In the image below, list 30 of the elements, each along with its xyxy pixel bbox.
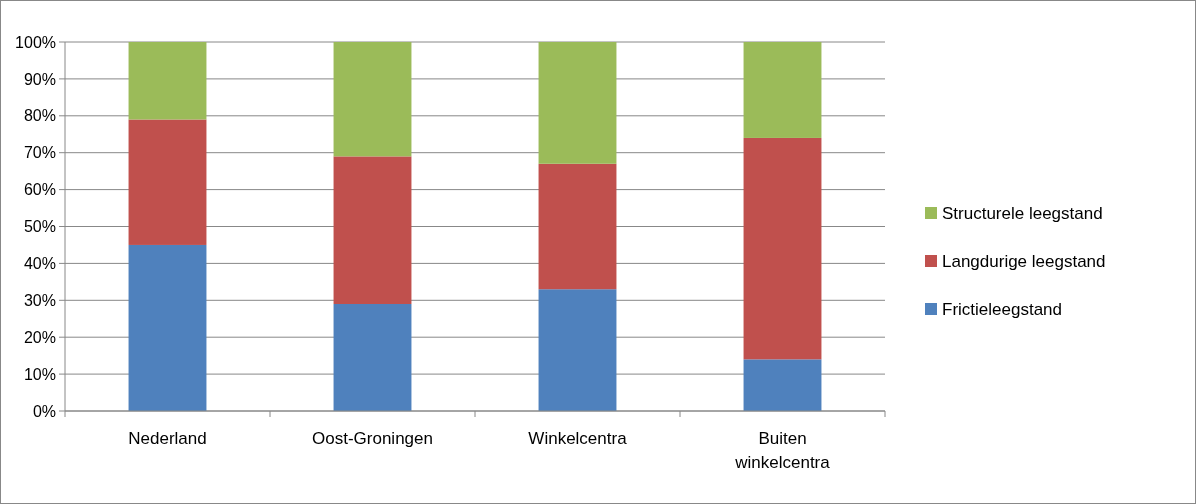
- y-tick-label: 80%: [23, 107, 56, 125]
- y-tick-label: 50%: [23, 218, 56, 236]
- legend-label: Frictieleegstand: [942, 299, 1063, 319]
- x-tick-label: Buiten winkelcentra: [734, 429, 831, 472]
- x-tick-label: Nederland: [128, 429, 207, 448]
- bar: [743, 359, 822, 411]
- bar: [743, 137, 822, 360]
- bar: [538, 42, 617, 164]
- bar: [333, 42, 412, 157]
- bar: [743, 42, 822, 138]
- y-tick-label: 20%: [23, 328, 56, 346]
- y-tick-label: 100%: [15, 33, 56, 51]
- y-tick-label: 70%: [23, 144, 56, 162]
- y-tick-label: 10%: [23, 365, 56, 383]
- bar: [538, 289, 617, 411]
- y-tick-label: 60%: [23, 181, 56, 199]
- bar: [538, 163, 617, 290]
- y-tick-label: 40%: [23, 255, 56, 272]
- y-tick-label: 90%: [23, 70, 56, 88]
- bar: [333, 303, 412, 411]
- y-tick-label: 30%: [23, 291, 56, 309]
- y-tick-label: 0%: [32, 402, 56, 420]
- legend-label: Langdurige leegstand: [942, 251, 1106, 271]
- x-tick-label: Oost-Groningen: [312, 429, 433, 448]
- bar: [128, 119, 207, 245]
- bar: [128, 42, 207, 120]
- bar: [128, 244, 207, 411]
- legend-label: Structurele leegstand: [942, 203, 1103, 223]
- bar: [333, 156, 412, 304]
- x-tick-label: Winkelcentra: [528, 429, 628, 448]
